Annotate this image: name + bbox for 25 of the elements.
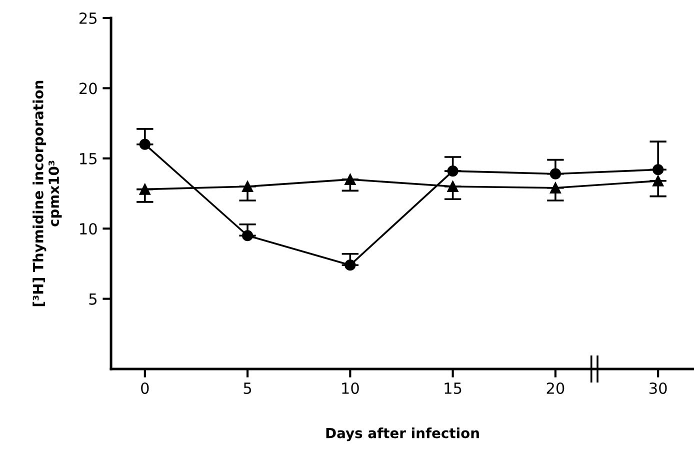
point	[344, 174, 356, 186]
point	[344, 260, 356, 271]
y-axis-title: [³H] Thymidine incorporation cpmx10³	[32, 80, 62, 306]
point	[550, 168, 561, 180]
y-tick-label: 15	[80, 153, 97, 164]
x-tick-label: 30	[650, 382, 667, 394]
point	[139, 184, 150, 195]
point	[447, 165, 458, 177]
point	[242, 230, 254, 242]
x-axis-title: Days after infection	[326, 428, 479, 442]
x-tick-label: 5	[244, 382, 252, 394]
x-tick-label: 10	[342, 382, 359, 394]
point	[242, 180, 254, 192]
point	[447, 180, 458, 192]
y-tick-label: 5	[89, 293, 97, 305]
y-tick-label: 25	[80, 12, 97, 24]
y-tick-label: 10	[80, 223, 97, 235]
point	[139, 138, 150, 150]
point	[652, 175, 664, 186]
y-tick-label: 20	[80, 82, 97, 94]
x-tick-label: 0	[141, 382, 149, 394]
point	[550, 182, 561, 194]
point	[652, 164, 664, 176]
x-tick-label: 20	[546, 382, 564, 394]
x-tick-label: 15	[444, 382, 462, 394]
